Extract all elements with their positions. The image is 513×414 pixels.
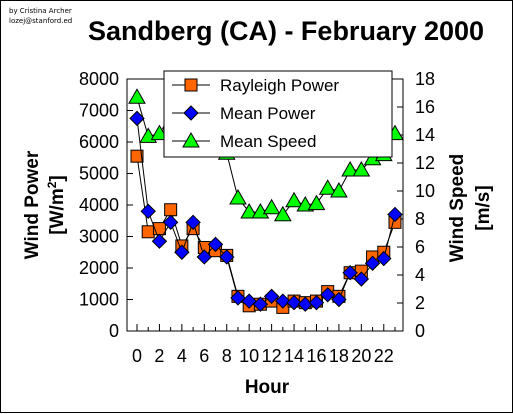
data-point-diamond [230,290,246,306]
right-y-axis-title-main: Wind Speed [447,154,468,263]
data-point-square [141,225,155,239]
left-y-tick-label: 8000 [79,69,119,89]
x-axis-title: Hour [245,377,290,398]
data-point-diamond [286,294,302,311]
left-y-axis: 0 1000 2000 3000 4000 5000 6000 7000 8000 [79,69,133,341]
data-point-diamond [319,287,336,303]
x-tick-label: 14 [284,346,304,366]
data-point-square [164,203,178,217]
data-point-triangle [273,205,292,222]
x-tick-label: 8 [222,346,232,366]
right-y-tick-label: 18 [415,69,435,89]
data-point-diamond [376,250,392,267]
data-point-diamond [219,249,235,265]
data-point-triangle [128,88,146,104]
right-y-axis-title-unit: [m/s] [473,185,494,230]
data-point-triangle [285,191,303,208]
data-point-triangle [330,181,348,198]
left-y-tick-label: 1000 [79,290,119,310]
data-point-diamond [196,249,213,265]
left-y-tick-label: 7000 [79,101,119,121]
data-point-triangle [240,202,259,219]
x-tick-label: 4 [177,346,187,366]
data-point-triangle [150,124,169,141]
legend-marker-square [184,78,198,92]
data-point-triangle [307,194,326,211]
right-y-tick-label: 8 [415,209,425,229]
left-y-axis-unit-text: [W/m [47,188,68,234]
data-point-triangle [363,149,382,166]
x-tick-label: 16 [306,346,326,366]
legend-marker-triangle [182,131,200,148]
x-tick-label: 22 [374,346,394,366]
legend-marker-diamond [183,105,199,121]
x-tick-label: 12 [262,346,282,366]
x-axis: 0 2 4 6 8 10 12 14 16 18 20 22 [132,324,396,366]
author-credit-line-2: lozej@stanford.ed [9,17,73,25]
data-point-diamond [185,214,201,231]
left-y-axis-title-unit: [W/m2] [45,175,68,234]
legend-label: Mean Speed [220,132,316,151]
left-y-tick-label: 4000 [79,195,119,215]
right-y-tick-label: 4 [415,265,425,285]
data-point-triangle [352,160,371,177]
series-line [136,156,396,308]
series-layer [128,88,404,314]
data-point-diamond [331,291,347,308]
x-tick-label: 10 [239,346,259,366]
legend: Rayleigh Power Mean Power Mean Speed [163,70,393,158]
data-point-diamond [174,244,190,260]
x-tick-label: 6 [199,346,209,366]
legend-label: Mean Power [220,104,316,123]
left-y-tick-label: 0 [109,321,119,341]
data-point-triangle [229,188,247,205]
data-point-diamond [162,214,179,231]
right-y-tick-label: 0 [415,321,425,341]
left-y-tick-label: 6000 [79,132,119,152]
right-y-tick-label: 16 [415,97,435,117]
data-point-diamond [151,233,168,249]
data-point-diamond [353,271,370,287]
data-point-triangle [251,202,270,219]
data-point-square [130,149,144,163]
data-point-diamond [364,255,381,271]
data-point-diamond [252,296,269,312]
data-point-diamond [241,293,257,309]
left-y-axis-title-main: Wind Power [22,150,43,259]
x-tick-label: 18 [329,346,349,366]
chart-title: Sandberg (CA) - February 2000 [87,16,485,46]
right-y-axis: 0 2 4 6 8 10 12 14 16 18 [397,69,435,341]
data-point-diamond [342,265,358,281]
data-point-triangle [262,198,281,215]
left-y-tick-label: 5000 [79,164,119,184]
right-y-tick-label: 2 [415,293,425,313]
data-point-diamond [129,110,145,127]
x-tick-label: 20 [351,346,371,366]
x-tick-label: 2 [154,346,164,366]
series-mean-power [129,110,403,312]
right-y-tick-label: 12 [415,153,435,173]
data-point-diamond [207,236,224,253]
data-point-diamond [308,294,325,311]
left-y-axis-unit-close: ] [47,175,68,181]
legend-label: Rayleigh Power [220,76,339,95]
left-y-axis-unit-superscript: 2 [45,181,59,188]
author-credit-line-1: by Cristina Archer [9,7,72,15]
data-point-triangle [341,160,359,177]
data-point-diamond [275,293,291,309]
x-tick-label: 0 [132,346,142,366]
data-point-diamond [140,203,156,220]
right-y-tick-label: 6 [415,237,425,257]
data-point-diamond [263,288,280,305]
left-y-tick-label: 3000 [79,227,119,247]
right-y-tick-label: 14 [415,125,435,145]
data-point-triangle [318,179,337,195]
left-y-tick-label: 2000 [79,258,119,278]
right-y-tick-label: 10 [415,181,435,201]
data-point-diamond [387,206,403,223]
